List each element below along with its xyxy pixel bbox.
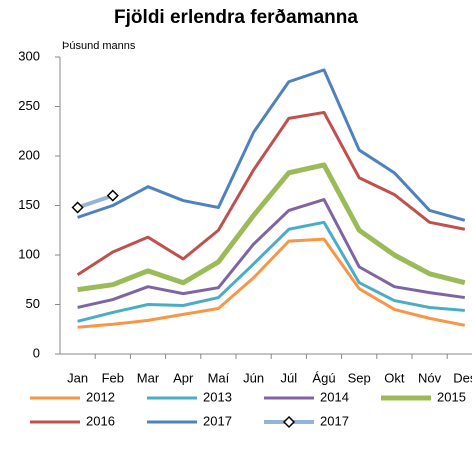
x-tick-label: Des [453, 370, 472, 385]
x-tick-label: Maí [208, 370, 230, 385]
chart-title: Fjöldi erlendra ferðamanna [114, 7, 358, 28]
series-line [76, 110, 466, 277]
y-tick-label: 200 [18, 147, 40, 162]
x-tick-label: Júl [280, 370, 297, 385]
series-line [77, 237, 466, 329]
x-tick-label: Mar [137, 370, 160, 385]
y-axis-label: Þúsund manns [62, 40, 136, 52]
y-tick-label: 250 [18, 98, 40, 113]
legend-marker [282, 415, 296, 429]
point-marker [106, 189, 119, 202]
legend-label: 2017 [203, 413, 232, 428]
x-tick-label: Apr [173, 370, 194, 385]
legend-label: 2016 [86, 413, 115, 428]
legend-label: 2012 [86, 389, 115, 404]
x-tick-label: Sep [348, 370, 371, 385]
series-line [77, 162, 466, 293]
series-line [77, 68, 466, 222]
legend-label: 2017 [320, 413, 349, 428]
series-line [77, 198, 466, 309]
legend-label: 2014 [320, 389, 349, 404]
x-tick-label: Nóv [418, 370, 442, 385]
x-tick-label: Ágú [312, 370, 335, 385]
y-tick-label: 0 [33, 345, 40, 360]
x-tick-label: Okt [384, 370, 405, 385]
x-tick-label: Jún [243, 370, 264, 385]
y-tick-label: 50 [26, 296, 40, 311]
legend-label: 2013 [203, 389, 232, 404]
y-tick-label: 300 [18, 48, 40, 63]
x-tick-label: Jan [67, 370, 88, 385]
legend-label: 2015 [437, 389, 466, 404]
series-line [76, 193, 114, 210]
x-tick-label: Feb [102, 370, 124, 385]
series-line [77, 220, 465, 323]
y-tick-label: 150 [18, 197, 40, 212]
y-tick-label: 100 [18, 246, 40, 261]
point-marker [71, 201, 84, 214]
